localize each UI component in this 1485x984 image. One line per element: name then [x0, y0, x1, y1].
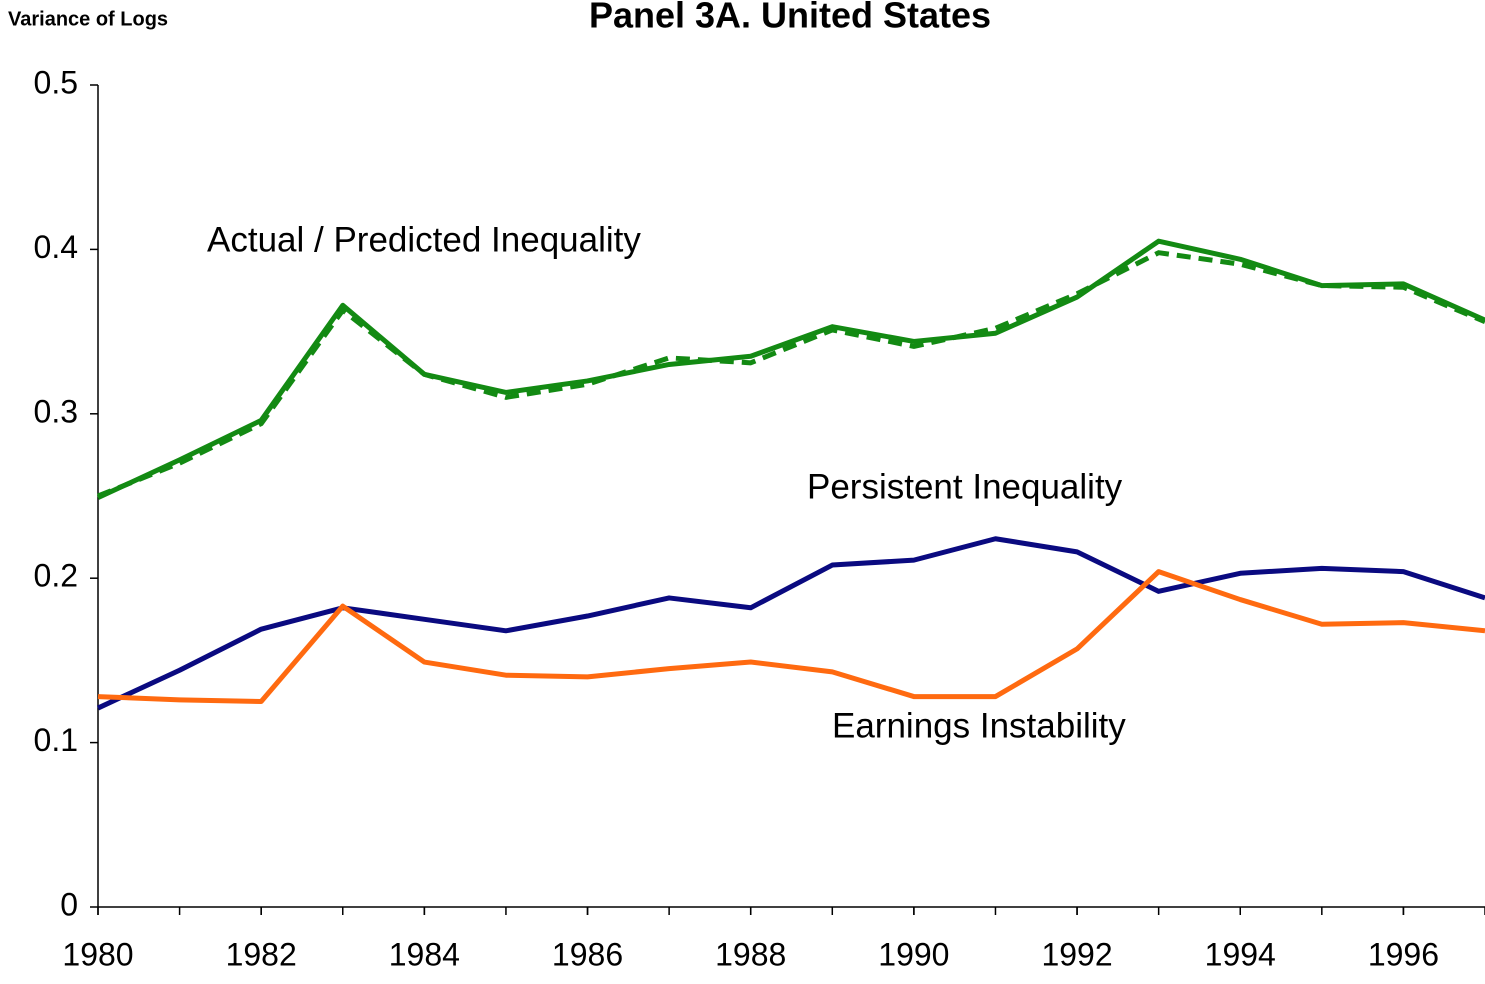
x-tick-label: 1996: [1368, 936, 1439, 972]
annotation: Persistent Inequality: [807, 467, 1123, 506]
y-axis-label: Variance of Logs: [8, 8, 168, 30]
x-tick-label: 1992: [1041, 936, 1112, 972]
series-line: [96, 238, 1485, 500]
series-line: [96, 536, 1485, 711]
series-line: [97, 250, 1485, 499]
y-tick-label: 0.4: [34, 229, 78, 265]
y-tick-label: 0.1: [34, 722, 78, 758]
x-tick-label: 1990: [878, 936, 949, 972]
y-tick-label: 0.3: [34, 393, 78, 429]
annotation: Actual / Predicted Inequality: [207, 220, 641, 259]
y-tick-label: 0: [60, 886, 78, 922]
y-tick-label: 0.5: [34, 64, 78, 100]
x-tick-label: 1988: [715, 936, 786, 972]
x-tick-label: 1994: [1205, 936, 1276, 972]
x-tick-label: 1982: [226, 936, 297, 972]
x-tick-label: 1986: [552, 936, 623, 972]
x-tick-label: 1984: [389, 936, 460, 972]
chart-title: Panel 3A. United States: [589, 0, 991, 36]
y-tick-label: 0.2: [34, 558, 78, 594]
series-line: [97, 569, 1485, 704]
annotation: Earnings Instability: [832, 706, 1126, 745]
x-tick-label: 1980: [62, 936, 133, 972]
